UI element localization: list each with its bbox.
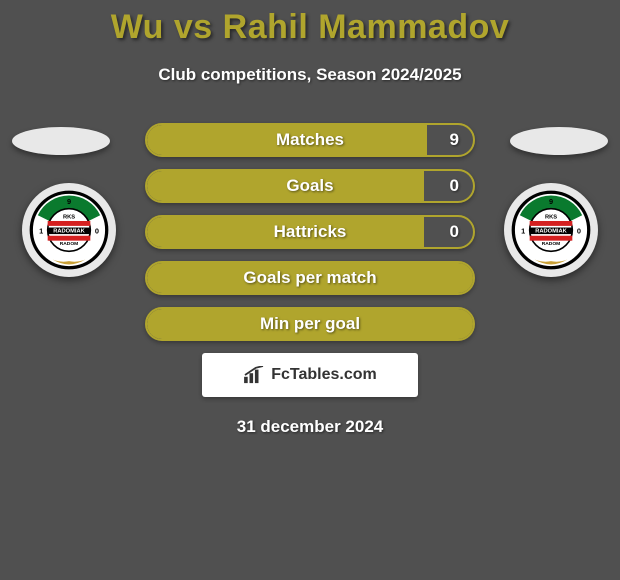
svg-text:9: 9 (549, 197, 553, 206)
svg-text:RKS: RKS (63, 215, 75, 221)
date-text: 31 december 2024 (0, 417, 620, 437)
stat-bar: Goals per match (145, 261, 475, 295)
stat-bar-label: Min per goal (147, 309, 473, 339)
svg-text:1: 1 (521, 226, 525, 235)
player-left-placeholder (12, 127, 110, 155)
stat-bar-label: Goals (147, 171, 473, 201)
player-right-placeholder (510, 127, 608, 155)
stat-bar-value: 0 (450, 171, 459, 201)
svg-text:RKS: RKS (545, 215, 557, 221)
stat-bar-value: 0 (450, 217, 459, 247)
stat-bar: Hattricks0 (145, 215, 475, 249)
watermark: FcTables.com (202, 353, 418, 397)
svg-text:RADOMIAK: RADOMIAK (535, 228, 567, 234)
comparison-area: RKS RADOMIAK RADOM 9 1 0 RKS RADOMIAK RA… (0, 123, 620, 437)
club-badge-right: RKS RADOMIAK RADOM 9 1 0 (504, 183, 598, 277)
subtitle: Club competitions, Season 2024/2025 (0, 65, 620, 85)
svg-text:0: 0 (577, 226, 581, 235)
club-badge-left: RKS RADOMIAK RADOM 9 1 0 (22, 183, 116, 277)
stat-bar-label: Goals per match (147, 263, 473, 293)
stat-bar: Min per goal (145, 307, 475, 341)
svg-text:0: 0 (95, 226, 99, 235)
svg-text:RADOMIAK: RADOMIAK (53, 228, 85, 234)
svg-text:RADOM: RADOM (542, 241, 561, 247)
watermark-text: FcTables.com (271, 366, 377, 384)
bars-chart-icon (243, 366, 265, 384)
stat-bar: Goals0 (145, 169, 475, 203)
svg-text:RADOM: RADOM (60, 241, 79, 247)
page-title: Wu vs Rahil Mammadov (0, 0, 620, 47)
svg-text:9: 9 (67, 197, 71, 206)
stat-bar: Matches9 (145, 123, 475, 157)
stat-bar-label: Hattricks (147, 217, 473, 247)
stat-bars: Matches9Goals0Hattricks0Goals per matchM… (145, 123, 475, 341)
radomiak-crest-icon: RKS RADOMIAK RADOM 9 1 0 (510, 189, 592, 271)
stat-bar-value: 9 (450, 125, 459, 155)
stat-bar-label: Matches (147, 125, 473, 155)
radomiak-crest-icon: RKS RADOMIAK RADOM 9 1 0 (28, 189, 110, 271)
svg-text:1: 1 (39, 226, 43, 235)
